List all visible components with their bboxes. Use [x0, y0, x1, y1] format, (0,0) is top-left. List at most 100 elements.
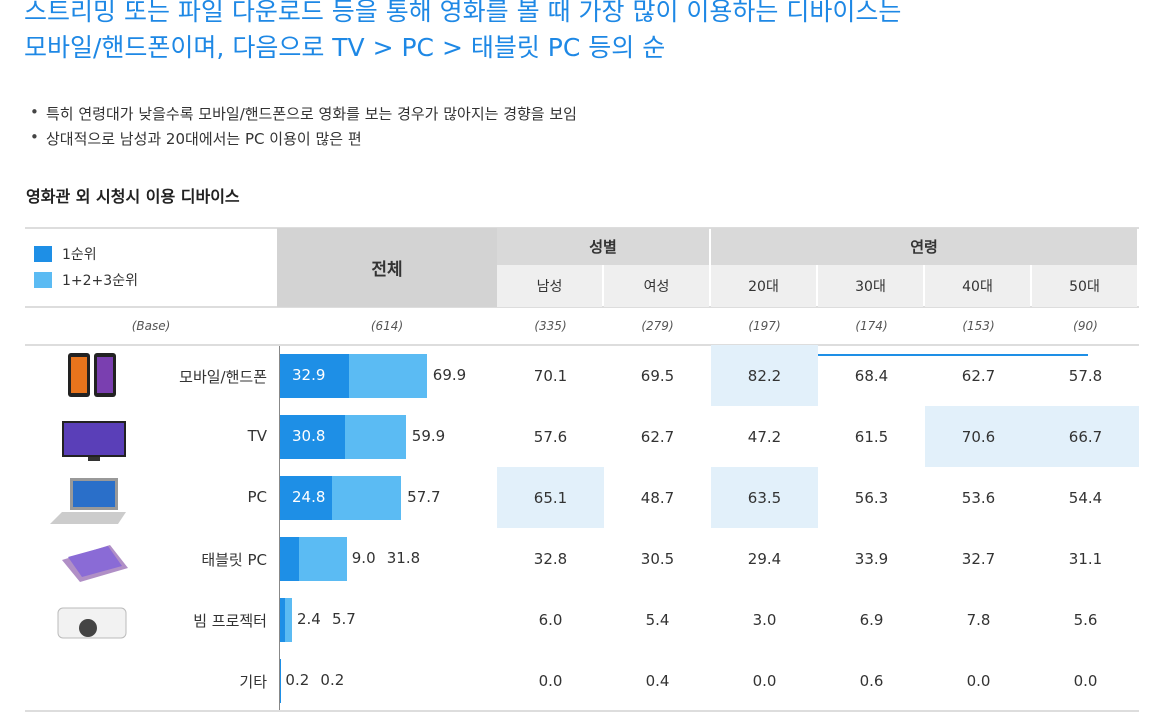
title-line: 스트리밍 또는 파일 다운로드 등을 통해 영화를 볼 때 가장 많이 이용하는…	[24, 0, 902, 26]
row-label: 태블릿 PC	[201, 551, 267, 569]
cell-value: 68.4	[854, 367, 889, 385]
column-header: 20대	[711, 265, 816, 307]
cell-value: 31.1	[1068, 550, 1103, 568]
value-label: 30.8	[292, 427, 326, 445]
highlight-cell	[711, 345, 818, 406]
title-line: 모바일/핸드폰이며, 다음으로 TV > PC > 태블릿 PC 등의 순	[24, 33, 666, 62]
axis-line	[279, 346, 280, 710]
highlight-cell	[711, 467, 818, 528]
cell-value: 0.0	[538, 672, 563, 690]
cell-value: 53.6	[961, 489, 996, 507]
cell-value: 32.7	[961, 550, 996, 568]
bar-top1	[280, 476, 333, 520]
cell-value: 63.5	[747, 489, 782, 507]
cell-value: 48.7	[640, 489, 675, 507]
bar-total	[280, 598, 292, 642]
base-value: (335)	[534, 319, 567, 333]
laptop-icon	[50, 478, 126, 524]
value-label: 0.2	[285, 671, 310, 689]
value-label: 59.9	[411, 427, 446, 445]
table-title: 영화관 외 시청시 이용 디바이스	[26, 187, 240, 206]
tablet-icon	[62, 545, 128, 582]
base-value: (90)	[1073, 319, 1098, 333]
cell-value: 56.3	[854, 489, 889, 507]
cell-value: 69.5	[640, 367, 675, 385]
cell-value: 6.0	[538, 611, 563, 629]
value-label: 31.8	[386, 549, 421, 567]
cell-value: 61.5	[854, 428, 889, 446]
highlight-cell	[1032, 406, 1139, 467]
group-header: 연령	[711, 228, 1137, 265]
base-value: (197)	[748, 319, 781, 333]
row-label: 빔 프로젝터	[193, 612, 267, 630]
column-header: 40대	[925, 265, 1030, 307]
value-label: 5.7	[331, 610, 356, 628]
bar-top1	[280, 537, 299, 581]
cell-value: 57.8	[1068, 367, 1103, 385]
legend-swatch	[34, 246, 52, 262]
cell-value: 66.7	[1068, 428, 1103, 446]
cell-value: 70.1	[533, 367, 568, 385]
cell-value: 32.8	[533, 550, 568, 568]
value-label: 24.8	[292, 488, 326, 506]
bullet-dot: •	[30, 128, 39, 146]
cell-value: 0.4	[645, 672, 670, 690]
value-label: 9.0	[351, 549, 376, 567]
cell-value: 0.0	[1073, 672, 1098, 690]
value-label: 2.4	[296, 610, 321, 628]
highlight-cell	[925, 406, 1032, 467]
value-label: 0.2	[320, 671, 345, 689]
bullet: 특히 연령대가 낮을수록 모바일/핸드폰으로 영화를 보는 경우가 많아지는 경…	[46, 105, 577, 123]
base-value: (614)	[370, 319, 404, 333]
cell-value: 0.0	[752, 672, 777, 690]
tv-icon	[62, 421, 126, 461]
base-value: (174)	[855, 319, 888, 333]
row-label: 모바일/핸드폰	[179, 368, 267, 386]
group-header: 성별	[497, 228, 709, 265]
cell-value: 33.9	[854, 550, 889, 568]
cell-value: 54.4	[1068, 489, 1103, 507]
cell-value: 70.6	[961, 428, 996, 446]
projector-icon	[57, 607, 127, 639]
column-header: 남성	[497, 265, 602, 307]
highlight-cell	[497, 467, 604, 528]
cell-value: 0.6	[859, 672, 884, 690]
column-header: 여성	[604, 265, 709, 307]
cell-value: 5.6	[1073, 611, 1098, 629]
cell-value: 5.4	[645, 611, 670, 629]
bullet: 상대적으로 남성과 20대에서는 PC 이용이 많은 편	[46, 130, 362, 148]
cell-value: 7.8	[966, 611, 991, 629]
cell-value: 3.0	[752, 611, 777, 629]
column-header: 30대	[818, 265, 923, 307]
row-label: TV	[247, 427, 267, 445]
cell-value: 47.2	[747, 428, 782, 446]
bullet-dot: •	[30, 103, 39, 121]
cell-value: 29.4	[747, 550, 782, 568]
row-label: PC	[247, 488, 267, 506]
bar-top1	[280, 415, 345, 459]
cell-value: 62.7	[961, 367, 996, 385]
bar-top1	[280, 354, 350, 398]
value-label: 57.7	[407, 488, 441, 506]
legend-label: 1순위	[62, 247, 97, 263]
total-header: 전체	[277, 228, 497, 307]
cell-value: 0.0	[966, 672, 991, 690]
cell-value: 65.1	[533, 489, 568, 507]
base-value: (153)	[962, 319, 995, 333]
phone-icon	[68, 353, 116, 397]
base-label: (Base)	[131, 319, 171, 333]
row-label: 기타	[239, 673, 267, 691]
cell-value: 82.2	[747, 367, 782, 385]
legend-swatch	[34, 272, 52, 288]
value-label: 32.9	[292, 366, 326, 384]
cell-value: 57.6	[533, 428, 568, 446]
value-label: 69.9	[432, 366, 467, 384]
base-value: (279)	[641, 319, 674, 333]
cell-value: 30.5	[640, 550, 675, 568]
cell-value: 62.7	[640, 428, 675, 446]
cell-value: 6.9	[859, 611, 884, 629]
bar-top1	[280, 598, 286, 642]
column-header: 50대	[1032, 265, 1137, 307]
legend-label: 1+2+3순위	[62, 273, 138, 289]
